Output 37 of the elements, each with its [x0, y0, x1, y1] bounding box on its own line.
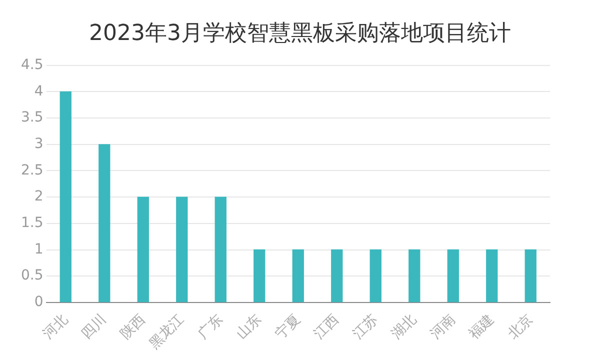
bar	[408, 249, 420, 302]
x-tick-label: 四川	[78, 311, 110, 343]
y-tick-label: 1.5	[21, 215, 44, 232]
x-tick-label: 山东	[234, 311, 265, 343]
x-tick-label: 广东	[194, 311, 226, 343]
x-tick-label: 陕西	[117, 311, 149, 343]
y-tick-label: 3	[34, 136, 44, 152]
bar	[447, 249, 459, 302]
bar	[137, 196, 149, 302]
y-tick-label: 1	[34, 241, 44, 258]
y-tick-label: 3.5	[21, 110, 44, 126]
x-tick-label: 江苏	[350, 311, 382, 343]
y-tick-label: 2	[34, 188, 44, 205]
x-tick-label: 河南	[427, 311, 459, 343]
x-tick-label: 河北	[40, 311, 72, 343]
y-tick-label: 2.5	[21, 162, 44, 178]
chart-title: 2023年3月学校智慧黑板采购落地项目统计	[88, 20, 512, 48]
x-tick-label: 北京	[504, 311, 536, 343]
bar	[60, 91, 72, 302]
x-tick-label: 宁夏	[272, 311, 304, 343]
y-tick-label: 0	[34, 294, 44, 310]
x-tick-label: 湖北	[388, 311, 420, 343]
bar	[176, 196, 188, 302]
y-tick-label: 0.5	[21, 268, 44, 284]
bar	[331, 249, 343, 302]
bar	[214, 196, 226, 302]
x-tick-label: 江西	[311, 311, 342, 343]
x-tick-label: 黑龙江	[146, 311, 188, 352]
bar	[254, 249, 266, 302]
bar	[98, 144, 110, 302]
bar	[524, 249, 536, 302]
y-tick-label: 4	[34, 83, 44, 100]
bar	[292, 249, 304, 302]
y-tick-label: 4.5	[21, 57, 44, 74]
bar	[370, 249, 382, 302]
x-tick-label: 福建	[466, 311, 498, 343]
bar	[486, 249, 498, 302]
